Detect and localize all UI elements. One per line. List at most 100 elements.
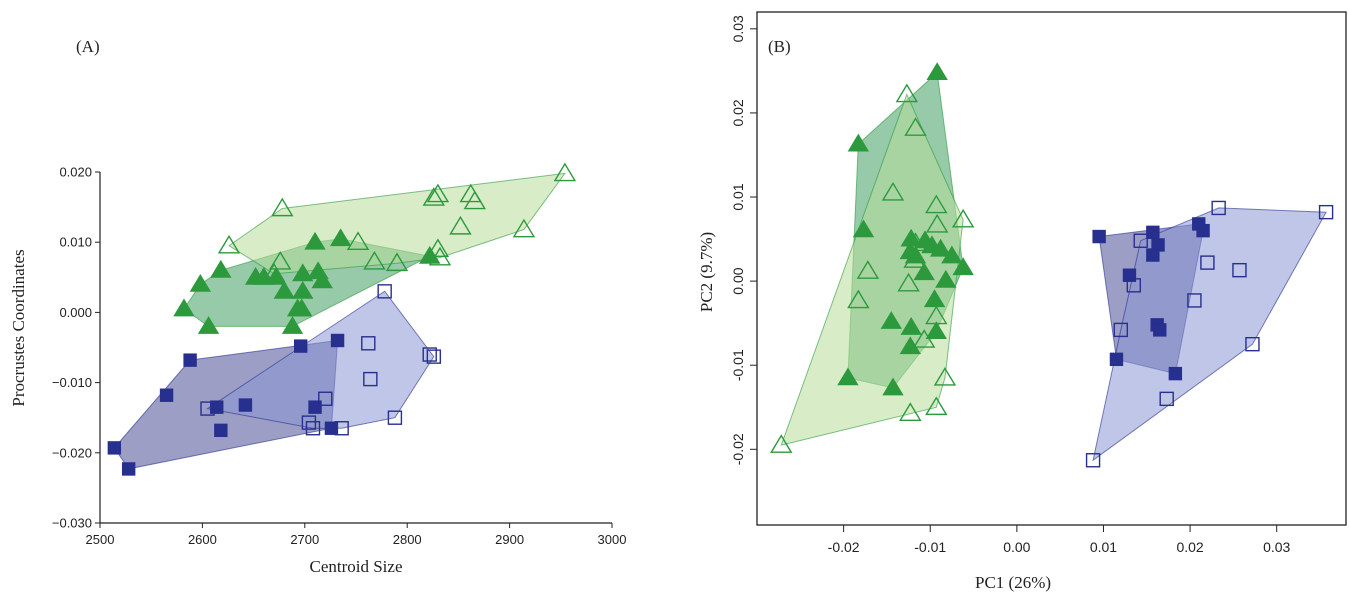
panel-a-point bbox=[217, 234, 241, 254]
panel-b-point bbox=[904, 232, 927, 252]
panel-a-point bbox=[238, 398, 253, 412]
panel-a-xlabel: Centroid Size bbox=[309, 557, 402, 576]
panel-b-y-tick-label: 0.02 bbox=[730, 99, 746, 126]
panel-b-x-tick-label: -0.02 bbox=[828, 539, 860, 555]
panel-a-hull-3 bbox=[206, 290, 435, 429]
panel-b-point bbox=[1196, 223, 1210, 238]
panel-a-y-tick-label: −0.010 bbox=[52, 375, 92, 390]
panel-b-point bbox=[770, 434, 793, 453]
panel-b-ylabel: PC2 (9.7%) bbox=[697, 232, 716, 312]
panel-a-point bbox=[422, 347, 437, 362]
panel-b-point bbox=[1133, 233, 1148, 248]
panel-a-point bbox=[363, 371, 378, 387]
panel-b-point bbox=[1159, 391, 1174, 407]
panel-a-point bbox=[377, 284, 392, 299]
panel-b-point bbox=[951, 208, 975, 228]
panel-a-point bbox=[385, 252, 409, 272]
panel-a-point bbox=[281, 316, 304, 334]
panel-b-y-tick-label: -0.02 bbox=[730, 433, 746, 465]
panel-b-point bbox=[923, 289, 946, 308]
panel-a-point bbox=[269, 250, 292, 270]
panel-b-hull-3 bbox=[1092, 207, 1327, 462]
panel-b-point bbox=[897, 272, 920, 292]
panel-b-point bbox=[1126, 278, 1141, 293]
panel-a-point bbox=[512, 218, 536, 238]
panel-b-point bbox=[895, 83, 919, 103]
panel-a-point bbox=[291, 298, 313, 317]
panel-b-point bbox=[925, 194, 948, 214]
panel-a-x-tick-label: 2700 bbox=[290, 532, 319, 547]
panel-a-x-tick-label: 2600 bbox=[188, 532, 217, 547]
panel-b-point bbox=[933, 366, 957, 386]
panel-a-point bbox=[183, 353, 197, 367]
panel-b-point bbox=[900, 317, 922, 335]
panel-b-point bbox=[904, 117, 927, 136]
panel-a-y-tick-label: −0.030 bbox=[52, 516, 92, 531]
panel-a-point bbox=[324, 421, 339, 435]
panel-b-point bbox=[1092, 229, 1106, 244]
panel-a-point bbox=[426, 183, 450, 203]
panel-a-point bbox=[214, 423, 228, 438]
panel-b-xlabel: PC1 (26%) bbox=[975, 573, 1051, 592]
panel-b-point bbox=[882, 377, 904, 396]
panel-b-point bbox=[899, 402, 922, 421]
panel-b-point bbox=[837, 367, 859, 386]
panel-b-point bbox=[1245, 336, 1260, 352]
panel-b-point bbox=[881, 181, 905, 201]
panel-a-point bbox=[304, 231, 326, 250]
panel-b-frame bbox=[756, 11, 1347, 526]
panel-b-x-tick-label: 0.03 bbox=[1263, 539, 1290, 555]
panel-b-plot: -0.02 -0.01 0.00 0.01 0.02 0.03 -0.02 -0.01 0.00… bbox=[730, 11, 1347, 555]
panel-b-y-tick-label: -0.01 bbox=[730, 349, 746, 381]
panel-b-point bbox=[1113, 322, 1128, 338]
panel-b-point bbox=[1146, 225, 1160, 240]
panel-b-point bbox=[1232, 262, 1247, 278]
panel-a-point bbox=[210, 400, 224, 414]
panel-b-point bbox=[925, 396, 948, 416]
panel-a-point bbox=[363, 250, 386, 270]
panel-a-point bbox=[334, 421, 349, 436]
panel-a-point bbox=[419, 245, 441, 264]
panel-a-point bbox=[553, 162, 577, 182]
panel-a-y-tick-label: 0.010 bbox=[59, 235, 92, 250]
panel-b-point bbox=[952, 257, 974, 276]
panel-a-point bbox=[273, 280, 296, 299]
panel-a-ylabel: Procrustes Coordinates bbox=[9, 249, 28, 406]
panel-a-point bbox=[346, 231, 370, 251]
panel-b-y-tick-label: 0.00 bbox=[730, 267, 746, 294]
panel-a-point bbox=[294, 339, 308, 353]
panel-b-point bbox=[1085, 453, 1101, 468]
panel-b-point bbox=[852, 219, 875, 238]
panel-b-label: (B) bbox=[768, 37, 791, 56]
panel-b-x-tick-label: 0.01 bbox=[1090, 539, 1117, 555]
panel-a-point bbox=[210, 259, 232, 278]
panel-b-y-tick-label: 0.01 bbox=[730, 183, 746, 210]
panel-a-point bbox=[262, 262, 286, 282]
panel-a-point bbox=[318, 391, 333, 406]
panel-a-point bbox=[305, 421, 321, 436]
panel-a-point bbox=[428, 246, 452, 266]
panel-b-point bbox=[913, 262, 935, 281]
panel-a-point bbox=[329, 228, 352, 247]
panel-a-point bbox=[189, 273, 212, 292]
panel-a-point bbox=[292, 280, 314, 299]
panel-b-x-tick-label: 0.00 bbox=[1003, 539, 1030, 555]
panel-a-y-tick-label: 0.000 bbox=[59, 305, 92, 320]
panel-b-point bbox=[1153, 323, 1167, 337]
panel-b-point bbox=[1146, 248, 1160, 262]
panel-a-plot: 2500 2600 2700 2800 2900 3000 −0.030 −0.020 −0.0… bbox=[52, 162, 626, 547]
panel-a-point bbox=[301, 415, 317, 430]
panel-b-point bbox=[925, 321, 947, 340]
panel-b-point bbox=[925, 213, 949, 233]
panel-b-point bbox=[929, 238, 952, 257]
panel-a-point bbox=[361, 336, 376, 351]
panel-a-point bbox=[173, 298, 195, 317]
panel-b-point bbox=[926, 62, 948, 81]
panel-a-point bbox=[107, 441, 122, 455]
panel-a-point bbox=[121, 462, 136, 476]
panel-b-point bbox=[847, 133, 870, 152]
panel-b-point bbox=[1200, 255, 1215, 270]
panel-a-point bbox=[271, 197, 294, 217]
panel-b-point bbox=[1168, 366, 1183, 381]
